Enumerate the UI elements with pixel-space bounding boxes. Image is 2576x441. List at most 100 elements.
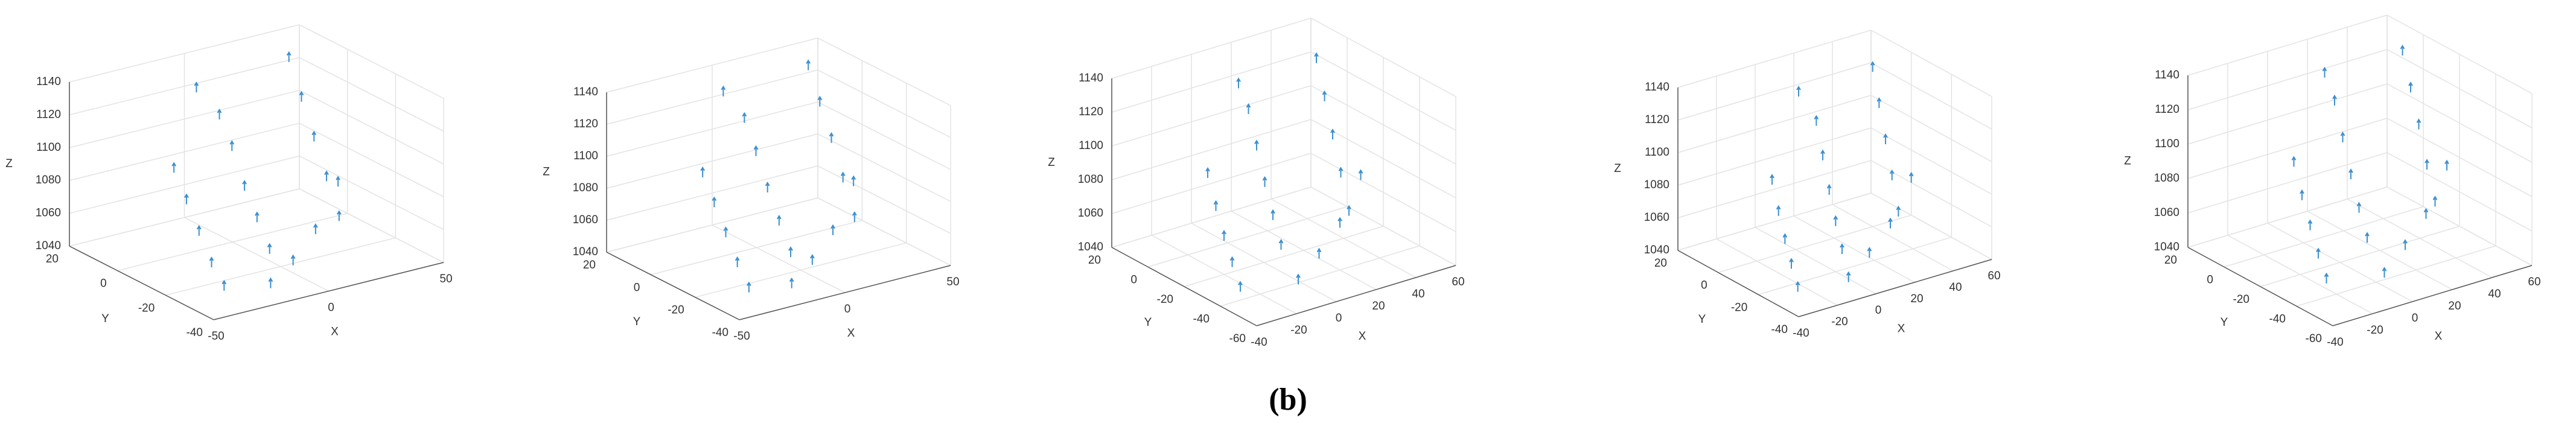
- point-arrow: [1262, 176, 1267, 187]
- z-tick-label: 1140: [36, 75, 61, 88]
- grid-line: [2224, 206, 2424, 268]
- z-axis-label: Z: [1048, 156, 1055, 169]
- z-tick-label: 1040: [36, 240, 61, 252]
- grid-line: [1310, 119, 1456, 198]
- point-arrow: [1337, 217, 1342, 228]
- point-arrow: [286, 51, 292, 62]
- point-arrow: [1889, 169, 1895, 180]
- point-arrow: [194, 81, 199, 93]
- y-tick-label: -40: [1771, 323, 1788, 336]
- grid-line: [2187, 152, 2388, 214]
- z-tick-label: 1140: [2155, 69, 2179, 81]
- point-arrow: [735, 256, 740, 267]
- grid-line: [1677, 30, 1872, 88]
- point-arrow: [184, 193, 189, 205]
- z-axis-label: Z: [5, 157, 13, 170]
- point-arrow: [817, 95, 823, 107]
- grid-line: [165, 237, 396, 296]
- x-tick-label: 0: [328, 302, 334, 314]
- grid-line: [817, 165, 951, 234]
- point-arrow: [1270, 209, 1275, 220]
- grid-line: [2386, 49, 2533, 128]
- grid-line: [1111, 85, 1312, 147]
- z-tick-label: 1100: [2155, 138, 2179, 150]
- grid-line: [1310, 17, 1456, 97]
- z-tick-label: 1060: [36, 207, 61, 220]
- y-tick-label: -20: [1157, 293, 1173, 306]
- z-axis-label: Z: [543, 166, 550, 179]
- z-tick-label: 1040: [2154, 241, 2179, 253]
- point-arrow: [313, 223, 318, 235]
- grid-line: [651, 220, 862, 276]
- y-tick-label: 20: [1654, 257, 1667, 270]
- grid-line: [817, 133, 951, 202]
- grid-line: [606, 197, 818, 253]
- grid-line: [1310, 153, 1456, 232]
- caption: (b): [1269, 382, 1307, 417]
- x-axis: [2332, 265, 2533, 326]
- point-arrow: [1870, 61, 1875, 72]
- grid-line: [1870, 30, 1992, 97]
- y-tick-label: 20: [583, 259, 596, 271]
- point-arrow: [324, 170, 329, 182]
- y-tick-label: 20: [1088, 254, 1101, 267]
- grid-line: [1870, 192, 1992, 260]
- point-arrow: [809, 254, 815, 265]
- z-tick-label: 1120: [1645, 113, 1669, 126]
- x-tick-label: 20: [1372, 300, 1385, 313]
- point-arrow: [1795, 281, 1800, 292]
- y-axis-label: Y: [1144, 316, 1152, 329]
- point-arrow: [765, 182, 770, 192]
- grid-line: [2187, 186, 2388, 248]
- grid-line: [1755, 227, 1876, 294]
- point-arrow: [336, 176, 340, 187]
- grid-line: [1147, 206, 1348, 268]
- grid-line: [2386, 83, 2533, 163]
- point-arrow: [209, 256, 214, 268]
- point-arrow: [829, 132, 834, 143]
- grid-line: [117, 212, 348, 271]
- grid-line: [1220, 245, 1420, 307]
- x-axis-label: X: [2435, 330, 2443, 343]
- grid-line: [606, 37, 818, 93]
- y-tick-label: -20: [668, 304, 684, 317]
- point-arrow: [1896, 205, 1901, 217]
- point-arrow: [1782, 233, 1788, 244]
- point-arrow: [2322, 66, 2327, 78]
- grid-line: [69, 57, 300, 116]
- grid-line: [2187, 14, 2388, 76]
- point-arrow: [1846, 271, 1851, 282]
- grid-line: [712, 224, 846, 293]
- y-tick-label: -20: [138, 302, 155, 314]
- x-tick-label: -40: [1251, 336, 1267, 349]
- z-tick-label: 1080: [1078, 173, 1103, 186]
- grid-line: [69, 155, 300, 214]
- y-tick-label: -40: [1193, 313, 1210, 326]
- x-tick-label: 0: [1875, 304, 1882, 317]
- point-arrow: [171, 162, 177, 173]
- point-arrow: [723, 226, 728, 238]
- point-arrow: [806, 59, 811, 71]
- point-arrow: [1820, 149, 1825, 160]
- point-arrow: [1278, 239, 1284, 250]
- z-axis-label: Z: [1614, 162, 1621, 175]
- x-tick-label: 20: [1910, 293, 1923, 305]
- x-tick-label: 60: [1988, 270, 2000, 282]
- y-tick-label: 20: [46, 253, 59, 265]
- point-arrow: [851, 175, 856, 186]
- grid-line: [2187, 118, 2388, 179]
- point-arrow: [2332, 94, 2337, 106]
- grid-line: [817, 69, 951, 138]
- point-arrow: [2423, 208, 2429, 219]
- point-arrow: [1883, 133, 1888, 144]
- y-tick-label: 0: [634, 281, 640, 294]
- point-arrow: [1876, 97, 1882, 109]
- z-tick-label: 1080: [36, 174, 61, 186]
- grid-line: [2386, 118, 2533, 197]
- x-axis-label: X: [1359, 330, 1366, 343]
- point-arrow: [776, 214, 782, 226]
- point-arrow: [2416, 118, 2421, 130]
- point-arrow: [1246, 103, 1251, 114]
- grid-line: [1111, 17, 1312, 79]
